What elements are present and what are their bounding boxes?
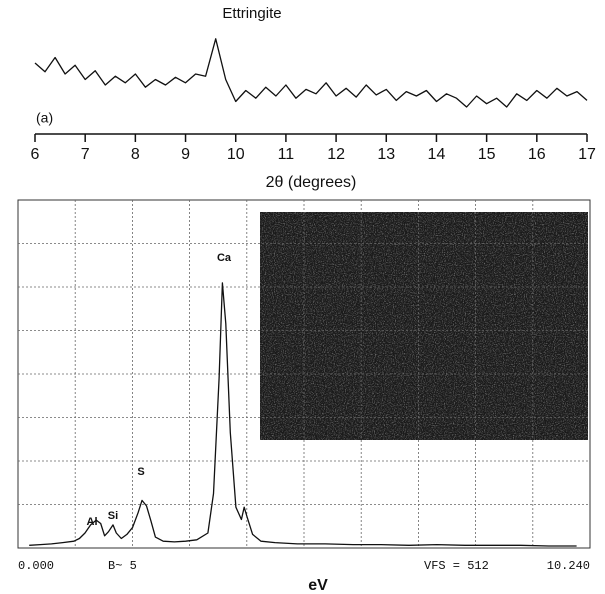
micrograph-texture [260, 212, 588, 440]
peak-label: Ca [217, 252, 232, 264]
x-tick-label: 9 [181, 146, 190, 163]
x-tick-label: 10 [227, 146, 245, 163]
peak-label: Si [108, 510, 118, 522]
x-axis-label: eV [308, 577, 328, 594]
x-tick-label: 10.240 [547, 559, 590, 573]
footer-right: VFS = 512 [424, 559, 489, 573]
x-tick-label: 15 [478, 146, 496, 163]
x-tick-label: 17 [578, 146, 596, 163]
panel-label: (a) [36, 110, 53, 126]
x-tick-label: 7 [81, 146, 90, 163]
x-tick-label: 13 [377, 146, 395, 163]
x-tick-label: 11 [278, 146, 295, 163]
peak-label: S [137, 466, 144, 478]
x-tick-label: 16 [528, 146, 546, 163]
x-axis-label: 2θ (degrees) [266, 174, 357, 191]
x-tick-label: 14 [428, 146, 446, 163]
data-line [34, 38, 588, 108]
x-tick-label: 6 [31, 146, 40, 163]
x-tick-label: 12 [327, 146, 345, 163]
x-tick-label: 8 [131, 146, 140, 163]
annotation: Ettringite [222, 5, 281, 22]
footer-left: B~ 5 [108, 559, 137, 573]
x-tick-label: 0.000 [18, 559, 54, 573]
peak-label: Al [87, 516, 98, 528]
data-line [29, 282, 577, 547]
